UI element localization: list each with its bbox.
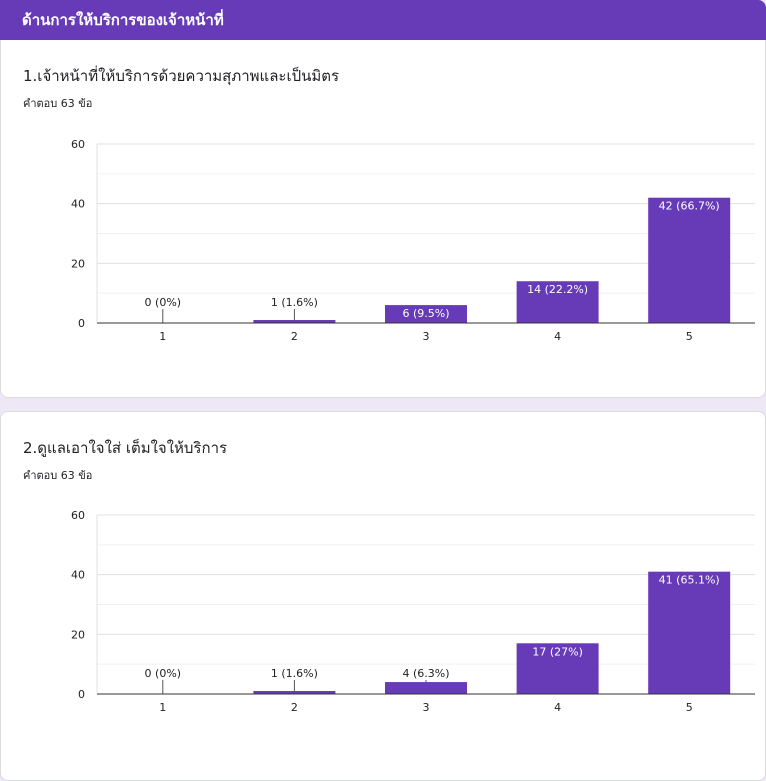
x-tick-label: 2	[291, 330, 298, 343]
bar	[253, 691, 336, 694]
bar	[385, 305, 467, 323]
bar	[648, 197, 731, 323]
y-tick-label: 20	[71, 257, 85, 270]
bar	[516, 643, 599, 694]
x-tick-label: 4	[554, 701, 561, 714]
y-tick-label: 0	[78, 317, 85, 330]
response-count: คำตอบ 63 ข้อ	[23, 469, 93, 482]
data-label: 41 (65.1%)	[659, 574, 720, 587]
bar-chart: 0 20 40 60 0 (0%) 1 1 (1.6%) 2 6 (9.5%) 3 14 (22.2…	[71, 138, 755, 343]
y-tick-label: 60	[71, 138, 85, 151]
data-label: 0 (0%)	[145, 296, 182, 309]
response-count: คำตอบ 63 ข้อ	[23, 97, 93, 110]
question-title: 2.ดูแลเอาใจใส่ เต็มใจให้บริการ	[23, 439, 228, 457]
bar	[648, 571, 731, 694]
data-label: 42 (66.7%)	[659, 200, 720, 213]
section-header: ด้านการให้บริการของเจ้าหน้าที่	[0, 0, 766, 42]
bar-chart: 0 20 40 60 0 (0%) 1 1 (1.6%) 2 4 (6.3%) 3 17 (27%)…	[71, 509, 755, 714]
section-title: ด้านการให้บริการของเจ้าหน้าที่	[22, 11, 224, 29]
bar	[253, 320, 336, 323]
x-tick-label: 5	[686, 330, 693, 343]
x-tick-label: 1	[159, 701, 166, 714]
question-title: 1.เจ้าหน้าที่ให้บริการด้วยความสุภาพและเป…	[23, 67, 340, 85]
x-tick-label: 3	[423, 701, 430, 714]
data-label: 6 (9.5%)	[402, 307, 449, 320]
y-tick-label: 0	[78, 688, 85, 701]
x-tick-label: 5	[686, 701, 693, 714]
data-label: 0 (0%)	[145, 667, 182, 680]
data-label: 4 (6.3%)	[402, 667, 449, 680]
question-card-1: 1.เจ้าหน้าที่ให้บริการด้วยความสุภาพและเป…	[0, 40, 766, 398]
x-tick-label: 1	[159, 330, 166, 343]
x-tick-label: 4	[554, 330, 561, 343]
y-tick-label: 40	[71, 198, 85, 211]
bar	[385, 682, 467, 694]
x-tick-label: 3	[423, 330, 430, 343]
data-label: 14 (22.2%)	[527, 283, 588, 296]
y-tick-label: 20	[71, 628, 85, 641]
data-label: 1 (1.6%)	[271, 667, 318, 680]
x-tick-label: 2	[291, 701, 298, 714]
bar	[516, 281, 599, 323]
data-label: 1 (1.6%)	[271, 296, 318, 309]
y-tick-label: 40	[71, 569, 85, 582]
data-label: 17 (27%)	[532, 645, 583, 658]
y-tick-label: 60	[71, 509, 85, 522]
question-card-2: 2.ดูแลเอาใจใส่ เต็มใจให้บริการ คำตอบ 63 …	[0, 411, 766, 781]
